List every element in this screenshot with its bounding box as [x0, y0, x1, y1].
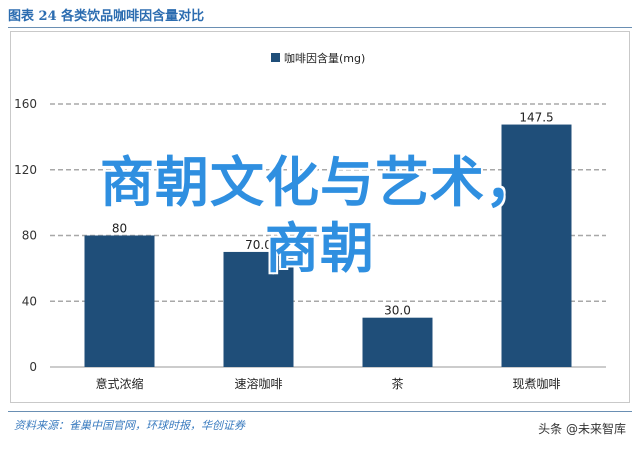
footer-divider	[8, 411, 632, 412]
title-divider	[8, 27, 632, 28]
legend-swatch	[271, 53, 280, 62]
figure-title: 图表 24 各类饮品咖啡因含量对比	[8, 9, 205, 24]
data-label: 30.0	[384, 304, 411, 318]
publisher-watermark: 头条 @未来智库	[538, 422, 626, 436]
bar	[362, 317, 433, 367]
x-tick-label: 茶	[391, 376, 403, 391]
x-tick-label: 意式浓缩	[95, 376, 143, 391]
y-tick-label: 0	[29, 360, 37, 374]
x-tick-label: 速溶咖啡	[234, 376, 282, 391]
data-label: 80	[112, 222, 127, 236]
data-label: 70.0	[245, 238, 272, 252]
bar	[84, 235, 155, 367]
figure-header: 图表 24 各类饮品咖啡因含量对比	[8, 3, 632, 28]
overlay-line-2: 商朝	[265, 217, 375, 280]
source-note: 资料来源：雀巢中国官网，环球时报，华创证券	[14, 419, 245, 432]
y-tick-label: 120	[14, 163, 37, 177]
legend-label: 咖啡因含量(mg)	[284, 51, 365, 65]
y-tick-label: 160	[14, 97, 37, 111]
y-tick-label: 40	[22, 294, 37, 308]
y-tick-label: 80	[22, 229, 37, 243]
watermark-overlay-text: 商朝文化与艺术， 商朝	[0, 150, 640, 282]
chart-frame	[10, 31, 630, 403]
data-label: 147.5	[519, 111, 553, 125]
x-tick-label: 现煮咖啡	[512, 376, 560, 391]
bar	[223, 251, 294, 367]
overlay-line-1: 商朝文化与艺术，	[100, 151, 540, 214]
bar	[501, 124, 572, 367]
